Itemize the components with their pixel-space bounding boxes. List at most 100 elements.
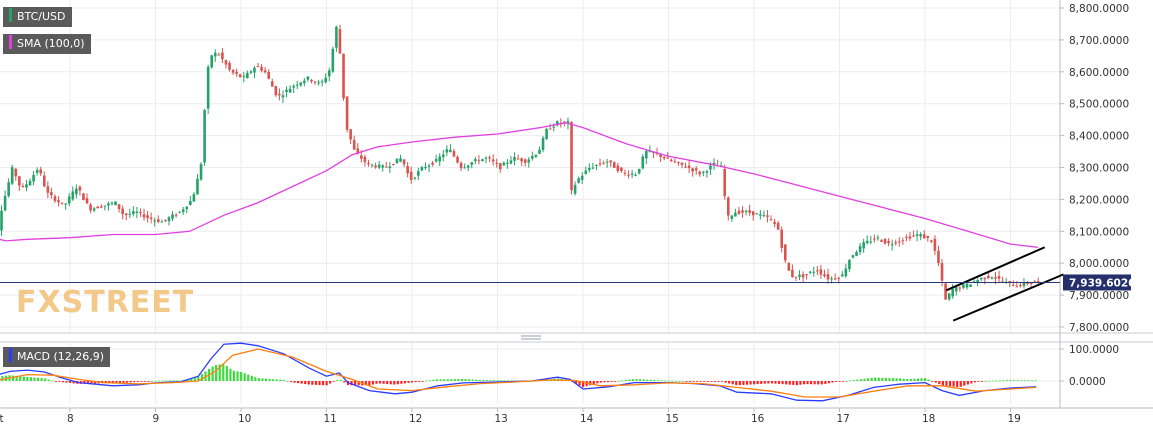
macd-histogram-bar [631,379,635,381]
macd-histogram-bar [275,379,278,381]
macd-histogram-bar [378,381,382,384]
y-tick-label: 8,200.0000 [1069,194,1129,206]
candle-body [402,159,406,165]
macd-histogram-bar [785,381,788,385]
candle-body [602,163,605,165]
macd-histogram-bar [154,380,157,382]
last-price-badge [1063,274,1131,291]
candle-body [627,174,630,176]
macd-histogram-bar [963,381,966,386]
macd-histogram-bar [767,381,770,384]
macd-histogram-bar [457,379,460,381]
macd-histogram-bar [22,376,25,381]
macd-histogram-bar [83,381,86,384]
macd-histogram-bar [485,380,489,381]
candle-body [848,259,851,270]
candle-body [919,234,922,237]
candle-body [755,213,759,215]
watermark-logo: FXSTREET [16,285,194,320]
candle-body [555,121,559,126]
macd-histogram-bar [688,381,692,382]
sma-label: SMA (100,0) [17,37,85,50]
macd-histogram-bar [418,381,421,382]
candle-body [135,211,139,213]
symbol-tag[interactable]: BTC/USD [3,7,72,27]
candle-body [121,208,124,215]
macd-histogram-bar [916,378,920,381]
candle-body [616,165,620,172]
sma-tag[interactable]: SMA (100,0) [3,34,91,54]
candle-body [677,162,680,164]
candle-body [338,29,342,54]
candle-body [830,278,833,280]
candle-body [384,166,388,168]
macd-histogram-bar [286,380,289,382]
candle-body [513,157,516,161]
last-price-label: 7,939.6026 [1069,277,1135,289]
candle-body [153,220,157,222]
macd-histogram-bar [250,375,253,381]
candle-body [965,283,969,288]
macd-histogram-bar [439,379,442,381]
x-tick-label: 11 [324,413,337,425]
macd-histogram-bar [443,379,446,381]
macd-histogram-bar [756,381,759,385]
macd-histogram-bar [1002,380,1005,382]
macd-histogram-bar [891,378,895,381]
candle-body [862,242,865,249]
x-tick-label: 18 [922,413,935,425]
candle-body [317,82,320,84]
macd-histogram-bar [603,381,606,383]
macd-histogram-bar [51,380,54,382]
macd-histogram-bar [304,381,307,385]
macd-histogram-bar [909,378,912,381]
candle-body [25,184,28,188]
candle-body [160,221,164,223]
macd-histogram-bar [222,363,225,381]
candle-body [132,211,135,215]
candle-body [577,178,580,183]
macd-tag[interactable]: MACD (12,26,9) [3,347,111,367]
candle-body [698,171,702,175]
candle-body [210,55,214,68]
macd-histogram-bar [354,381,357,386]
candle-body [35,169,39,173]
macd-histogram-bar [838,381,841,382]
y-tick-label: 7,900.0000 [1069,290,1129,302]
candle-body [64,203,67,205]
candle-body [217,54,221,56]
candle-body [883,238,887,244]
macd-histogram-bar [282,379,285,381]
macd-histogram-bar [699,381,702,382]
macd-histogram-bar [158,380,161,382]
macd-histogram-bar [133,381,136,383]
macd-histogram-bar [959,381,962,387]
macd-histogram-bar [15,375,18,381]
candle-body [580,175,584,180]
candle-body [427,165,431,167]
macd-histogram-bar [777,381,781,384]
candle-body [769,219,773,221]
macd-histogram-bar [731,381,734,385]
macd-histogram-bar [713,381,717,382]
candle-body [1001,281,1004,283]
candle-body [865,240,869,244]
macd-histogram-bar [47,379,50,381]
candle-body [374,165,377,168]
macd-histogram-bar [293,381,296,383]
candle-body [538,149,541,154]
candle-body [349,129,352,140]
candle-body [545,128,548,140]
macd-histogram-bar [29,377,33,381]
candle-body [573,184,577,194]
candle-body [484,157,488,159]
candle-body [50,192,53,196]
macd-label: MACD (12,26,9) [17,350,105,363]
macd-histogram-bar [703,381,706,382]
macd-histogram-bar [753,381,756,385]
candle-body [381,165,385,168]
macd-histogram-bar [606,381,610,383]
candle-body [199,164,203,180]
y-tick-label: 8,000.0000 [1069,258,1129,270]
